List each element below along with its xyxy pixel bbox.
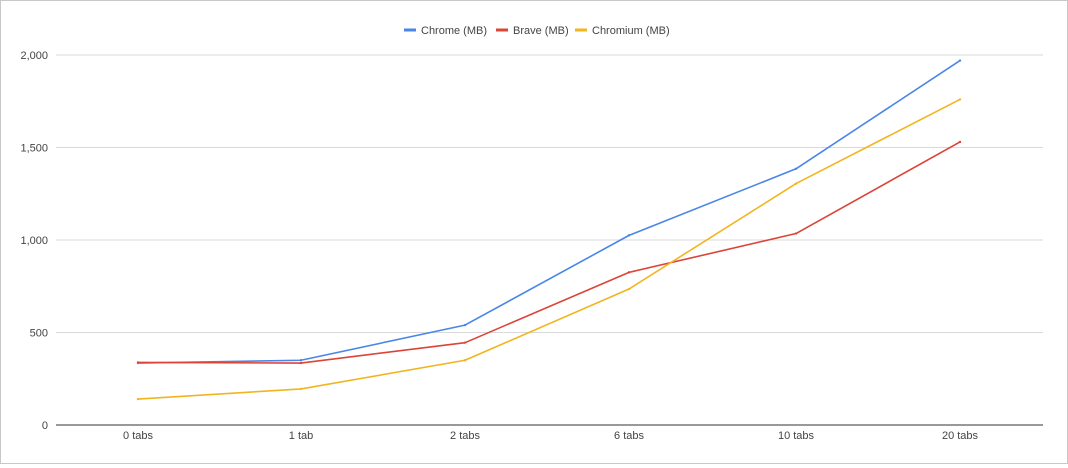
data-point xyxy=(958,59,962,62)
y-tick-label: 1,000 xyxy=(20,235,48,247)
y-tick-label: 500 xyxy=(30,328,48,340)
series-2 xyxy=(136,98,962,401)
series-line xyxy=(137,141,961,364)
legend-swatch xyxy=(575,28,587,32)
legend-item: Brave (MB) xyxy=(496,25,569,37)
series-line xyxy=(137,59,961,364)
series-layer xyxy=(136,59,962,401)
data-point xyxy=(958,98,962,101)
series-line xyxy=(137,98,961,400)
x-tick-label: 0 tabs xyxy=(123,430,153,442)
data-point xyxy=(299,387,303,391)
legend-item: Chrome (MB) xyxy=(404,25,487,37)
y-tick-label: 0 xyxy=(42,420,48,432)
legend-label: Brave (MB) xyxy=(513,25,569,37)
data-point xyxy=(794,167,798,170)
x-tick-label: 20 tabs xyxy=(942,430,979,442)
legend-swatch xyxy=(404,28,416,32)
y-axis: 0 500 1,000 1,500 2,000 xyxy=(20,50,48,432)
series-0 xyxy=(136,59,962,365)
data-point xyxy=(463,359,467,362)
data-point xyxy=(794,182,798,185)
y-tick-label: 2,000 xyxy=(20,50,48,62)
data-point xyxy=(136,397,140,401)
x-tick-label: 10 tabs xyxy=(778,430,815,442)
data-point xyxy=(627,287,631,291)
gridlines xyxy=(56,54,1043,426)
data-point xyxy=(627,271,631,274)
y-tick-label: 1,500 xyxy=(20,143,48,155)
legend-label: Chromium (MB) xyxy=(592,25,670,37)
data-point xyxy=(958,140,962,144)
data-point xyxy=(136,361,140,364)
data-point xyxy=(794,232,798,235)
data-point xyxy=(463,341,467,344)
data-point xyxy=(627,234,631,237)
data-point xyxy=(299,359,303,362)
x-axis: 0 tabs 1 tab 2 tabs 6 tabs 10 tabs 20 tabs xyxy=(123,430,979,442)
x-tick-label: 1 tab xyxy=(289,430,313,442)
legend-item: Chromium (MB) xyxy=(575,25,670,37)
series-1 xyxy=(136,140,962,365)
x-tick-label: 2 tabs xyxy=(450,430,480,442)
legend-swatch xyxy=(496,28,508,32)
legend-label: Chrome (MB) xyxy=(421,25,487,37)
data-point xyxy=(463,323,467,327)
x-tick-label: 6 tabs xyxy=(614,430,644,442)
data-point xyxy=(299,361,303,365)
legend: Chrome (MB) Brave (MB) Chromium (MB) xyxy=(404,25,670,37)
